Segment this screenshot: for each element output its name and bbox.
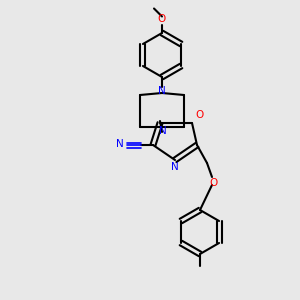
Text: N: N: [159, 126, 167, 136]
Text: N: N: [158, 86, 166, 96]
Text: N: N: [171, 162, 179, 172]
Text: O: O: [158, 14, 166, 23]
Text: N: N: [116, 139, 124, 149]
Text: O: O: [209, 178, 217, 188]
Text: O: O: [195, 110, 203, 120]
